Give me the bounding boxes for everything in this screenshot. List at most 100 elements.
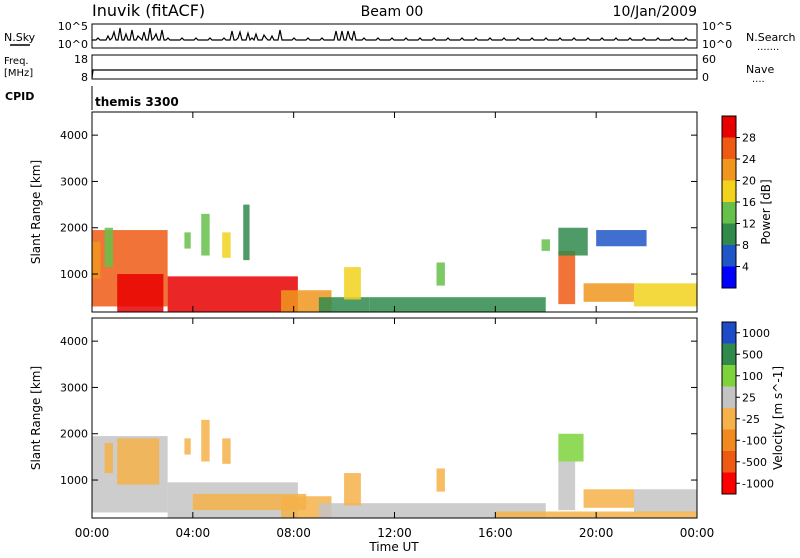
station-title: Inuvik (fitACF) (92, 1, 205, 20)
power-colorbar-tick-label: 16 (742, 196, 756, 209)
velocity-colorbar-tick-label: 100 (742, 370, 763, 383)
velocity-colorbar-tick-label: 25 (742, 391, 756, 404)
velocity-colorbar-label: Velocity [m s^-1] (771, 366, 785, 470)
nsky-label: N.Sky (4, 31, 36, 44)
velocity-echo-region (558, 461, 576, 511)
nsky-right-tick-bottom: 10^0 (702, 38, 732, 51)
velocity-colorbar-swatch (722, 386, 736, 409)
power-echo-region (583, 283, 634, 302)
power-colorbar-tick-label: 24 (742, 153, 756, 166)
time-tick-label: 00:00 (680, 526, 715, 540)
nsky-panel-frame (91, 23, 698, 49)
velocity-ytick-label: 2000 (60, 428, 88, 441)
time-tick-label: 04:00 (176, 526, 211, 540)
nsky-left-tick-bottom: 10^0 (58, 38, 88, 51)
power-echo-region (558, 227, 588, 256)
power-colorbar-tick-label: 8 (742, 239, 749, 252)
velocity-colorbar-swatch (722, 365, 736, 387)
freq-unit: [MHz] (4, 68, 33, 79)
nsky-trace (92, 27, 696, 42)
velocity-data-layer (92, 419, 697, 518)
power-echo-region (541, 239, 550, 251)
freq-left-tick-bottom: 8 (81, 71, 88, 84)
power-colorbar-tick-label: 12 (742, 218, 756, 231)
velocity-colorbar-swatch (722, 451, 736, 473)
power-ylabel: Slant Range [km] (29, 160, 43, 264)
nsearch-label: N.Search (746, 31, 796, 44)
velocity-ytick-label: 1000 (60, 474, 88, 487)
velocity-colorbar-tick-label: -100 (742, 434, 767, 447)
time-tick-label: 12:00 (377, 526, 412, 540)
power-colorbar-swatch (722, 223, 736, 246)
velocity-axes: 1000 2000 3000 4000 00:00 04:00 08:00 12:00 16:0… (60, 318, 714, 540)
time-axis-label: Time UT (368, 540, 419, 554)
power-ytick-label: 4000 (60, 129, 88, 142)
time-tick-label: 16:00 (478, 526, 513, 540)
power-echo-region (243, 204, 250, 261)
velocity-colorbar-tick-label: -25 (742, 413, 760, 426)
power-colorbar-tick-label: 4 (742, 261, 749, 274)
velocity-echo-region (201, 419, 210, 462)
power-colorbar-swatch (722, 137, 736, 160)
power-colorbar-swatch (722, 116, 736, 138)
velocity-colorbar-swatch (722, 472, 736, 495)
power-colorbar-swatch (722, 202, 736, 224)
date-title: 10/Jan/2009 (613, 4, 697, 20)
nsky-left-tick-top: 10^5 (58, 20, 88, 33)
power-echo-region (201, 213, 210, 256)
power-echo-region (104, 227, 114, 268)
velocity-colorbar-tick-label: -500 (742, 456, 767, 469)
freq-right-tick-top: 60 (702, 53, 716, 66)
power-colorbar-swatch (722, 159, 736, 181)
power-colorbar: 4 8 12 16 20 24 28 (721, 115, 756, 289)
power-colorbar-label: Power [dB] (759, 179, 773, 244)
power-colorbar-swatch (722, 266, 736, 289)
velocity-colorbar-swatch (722, 343, 736, 366)
velocity-echo-region (104, 443, 114, 474)
nsearch-legend: ....... (757, 42, 779, 53)
power-echo-region (558, 250, 576, 305)
power-axes: 1000 2000 3000 4000 (60, 112, 698, 312)
velocity-echo-region (633, 489, 697, 513)
velocity-ytick-label: 4000 (60, 335, 88, 348)
power-colorbar-swatch (722, 245, 736, 267)
nave-label: Nave (746, 63, 774, 76)
velocity-echo-region (222, 438, 231, 464)
time-tick-label: 00:00 (75, 526, 110, 540)
power-echo-region (344, 267, 361, 300)
power-echo-region (369, 297, 546, 312)
freq-right-tick-bottom: 0 (702, 71, 709, 84)
velocity-colorbar-tick-label: -1000 (742, 477, 774, 490)
velocity-ylabel: Slant Range [km] (29, 366, 43, 470)
power-echo-region (184, 232, 191, 249)
power-data-layer (92, 204, 697, 312)
velocity-colorbar-frame (721, 321, 737, 495)
velocity-colorbar-swatch (722, 429, 736, 452)
freq-panel-frame (91, 54, 698, 80)
power-echo-region (633, 283, 697, 307)
velocity-echo-region (583, 489, 634, 508)
velocity-colorbar: 1000 500 100 25 -25 -100 -500 -1000 (721, 321, 774, 495)
freq-label: Freq. (4, 56, 29, 67)
velocity-echo-region (344, 473, 361, 506)
power-echo-region (318, 297, 370, 312)
power-echo-region (167, 276, 298, 312)
velocity-ytick-label: 3000 (60, 381, 88, 394)
power-echo-region (117, 274, 164, 312)
power-colorbar-tick-label: 28 (742, 132, 756, 145)
power-ytick-label: 1000 (60, 268, 88, 281)
velocity-echo-region (117, 438, 160, 485)
velocity-echo-region (436, 468, 445, 492)
power-echo-region (92, 241, 101, 279)
cpid-mode: themis 3300 (95, 95, 179, 109)
power-ytick-label: 3000 (60, 175, 88, 188)
power-echo-region (436, 262, 445, 286)
power-colorbar-swatch (722, 180, 736, 203)
freq-trace (91, 69, 697, 79)
velocity-echo-region (192, 493, 307, 511)
velocity-echo-region (184, 438, 191, 455)
power-colorbar-tick-label: 20 (742, 175, 756, 188)
power-echo-region (222, 232, 231, 258)
time-tick-label: 08:00 (276, 526, 311, 540)
